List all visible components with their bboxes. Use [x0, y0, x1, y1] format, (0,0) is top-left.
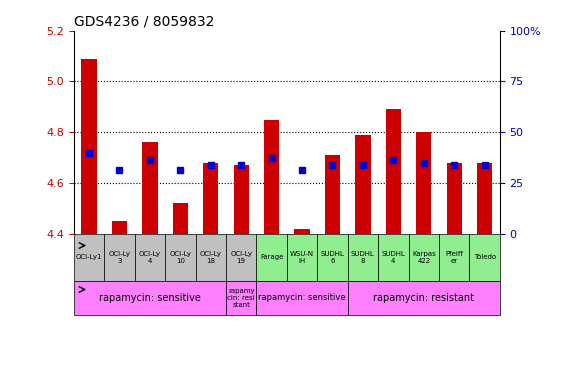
FancyBboxPatch shape [165, 234, 195, 281]
FancyBboxPatch shape [74, 234, 105, 281]
FancyBboxPatch shape [74, 281, 226, 315]
Text: OCI-Ly
4: OCI-Ly 4 [139, 251, 161, 264]
Bar [416, 132, 431, 234]
FancyBboxPatch shape [226, 281, 256, 315]
FancyBboxPatch shape [226, 234, 256, 281]
Bar [386, 109, 401, 234]
Text: WSU-N
IH: WSU-N IH [290, 251, 314, 264]
Bar [294, 228, 310, 234]
Text: OCI-Ly
19: OCI-Ly 19 [230, 251, 252, 264]
Text: SUDHL
6: SUDHL 6 [320, 251, 344, 264]
FancyBboxPatch shape [195, 234, 226, 281]
FancyBboxPatch shape [348, 234, 378, 281]
Bar [173, 203, 188, 234]
FancyBboxPatch shape [135, 234, 165, 281]
Text: OCI-Ly1: OCI-Ly1 [76, 254, 102, 260]
Bar [264, 119, 279, 234]
FancyBboxPatch shape [469, 234, 500, 281]
Text: Toledo: Toledo [474, 254, 496, 260]
Text: SUDHL
8: SUDHL 8 [351, 251, 375, 264]
Text: rapamycin: sensitive: rapamycin: sensitive [99, 293, 201, 303]
Text: Karpas
422: Karpas 422 [412, 251, 436, 264]
FancyBboxPatch shape [348, 281, 500, 315]
Text: Farage: Farage [260, 254, 283, 260]
Text: GDS4236 / 8059832: GDS4236 / 8059832 [74, 14, 214, 28]
Bar [325, 155, 340, 234]
Text: rapamycin: resistant: rapamycin: resistant [373, 293, 474, 303]
Bar [446, 163, 462, 234]
Text: OCI-Ly
10: OCI-Ly 10 [169, 251, 191, 264]
Bar [143, 142, 157, 234]
Text: OCI-Ly
18: OCI-Ly 18 [200, 251, 222, 264]
FancyBboxPatch shape [408, 234, 439, 281]
Text: SUDHL
4: SUDHL 4 [381, 251, 406, 264]
FancyBboxPatch shape [318, 234, 348, 281]
FancyBboxPatch shape [105, 234, 135, 281]
Bar [233, 165, 249, 234]
FancyBboxPatch shape [256, 234, 287, 281]
FancyBboxPatch shape [378, 234, 408, 281]
Bar [81, 59, 97, 234]
FancyBboxPatch shape [439, 234, 469, 281]
Text: rapamy
cin: resi
stant: rapamy cin: resi stant [227, 288, 255, 308]
Bar [112, 221, 127, 234]
Text: OCI-Ly
3: OCI-Ly 3 [108, 251, 131, 264]
Bar [477, 163, 492, 234]
Bar [203, 163, 218, 234]
Text: rapamycin: sensitive: rapamycin: sensitive [258, 293, 346, 303]
FancyBboxPatch shape [287, 234, 318, 281]
FancyBboxPatch shape [256, 281, 348, 315]
Text: Pfeiff
er: Pfeiff er [445, 251, 463, 264]
Bar [356, 135, 370, 234]
